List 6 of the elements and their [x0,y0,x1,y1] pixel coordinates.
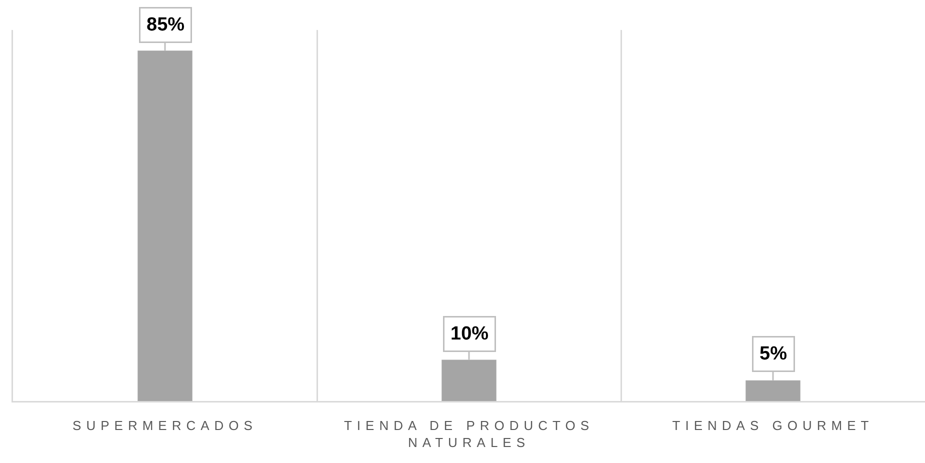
data-label: 10% [450,324,489,344]
x-tick-label: TIENDAS GOURMET [672,418,874,434]
x-tick-label: SUPERMERCADOS [72,418,258,434]
x-tick-label: TIENDA DE PRODUCTOS NATURALES [344,418,594,450]
data-label: 5% [760,344,788,364]
data-label: 85% [146,14,185,36]
